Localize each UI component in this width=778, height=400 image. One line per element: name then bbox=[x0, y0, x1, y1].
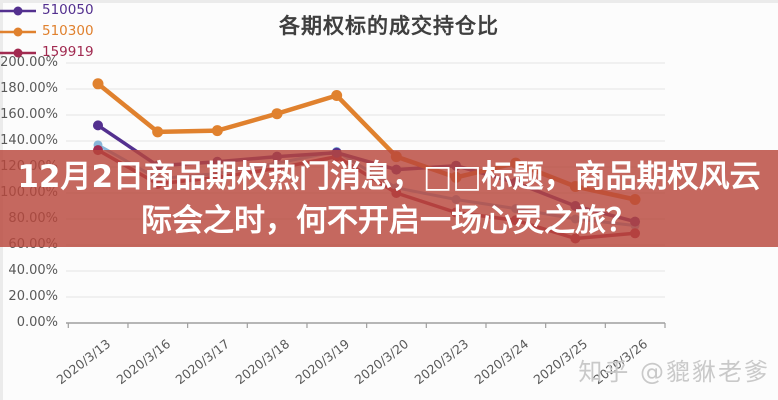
overlay-title-line-2: 际会之时，何不开启一场心灵之旅？ bbox=[141, 202, 637, 239]
overlay-title-line-1: 12月2日商品期权热门消息，□□标题，商品期权风云 bbox=[17, 158, 761, 195]
data-point bbox=[152, 126, 164, 138]
data-point bbox=[211, 125, 223, 137]
watermark: 知乎 @貔貅老爹 bbox=[578, 358, 770, 386]
data-point bbox=[92, 78, 104, 90]
overlay-banner: 12月2日商品期权热门消息，□□标题，商品期权风云 际会之时，何不开启一场心灵之… bbox=[0, 150, 778, 247]
data-point bbox=[93, 120, 103, 131]
data-point bbox=[271, 108, 283, 120]
data-point bbox=[331, 90, 343, 101]
chart-title: 各期权标的成交持仓比 bbox=[279, 14, 499, 38]
